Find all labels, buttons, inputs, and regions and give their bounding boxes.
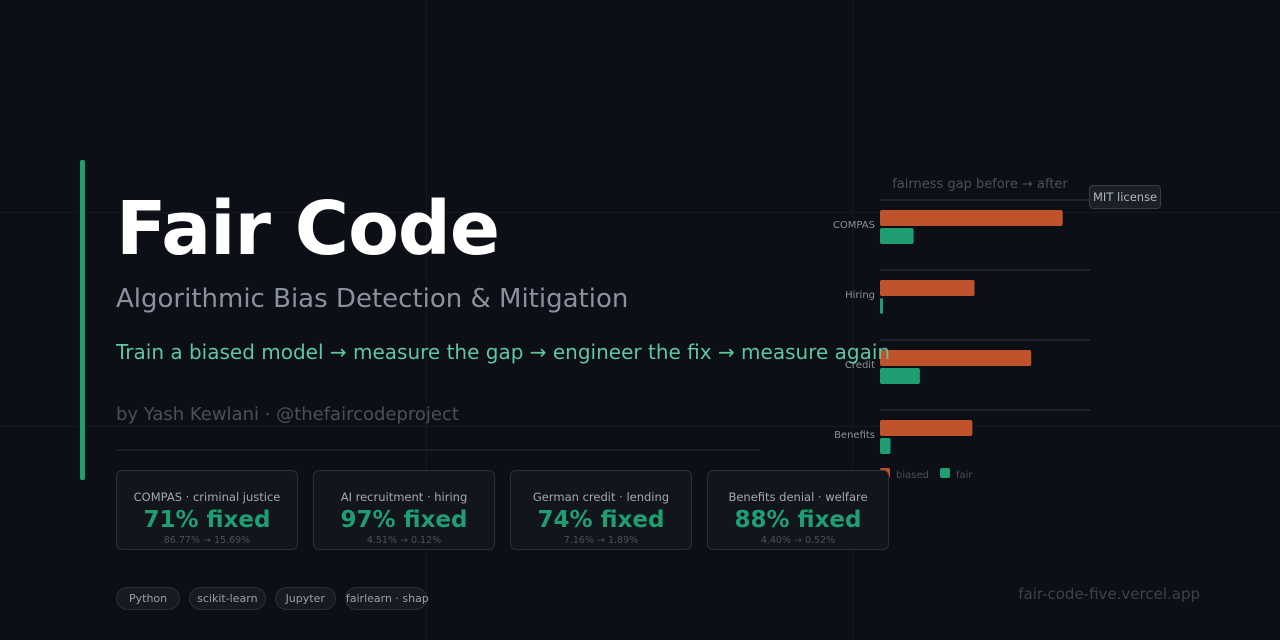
- result-card-compas: COMPAS · criminal justice 71% fixed 86.7…: [116, 470, 298, 550]
- license-badge: MIT license: [1089, 185, 1162, 209]
- card-sub: 7.16% → 1.89%: [563, 535, 639, 546]
- chart-title: fairness gap before → after: [892, 177, 1068, 192]
- tag-fairlearn-shap: fairlearn · shap: [344, 587, 429, 610]
- tech-tags: Python scikit-learn Jupyter fairlearn · …: [116, 587, 429, 610]
- result-cards: COMPAS · criminal justice 71% fixed 86.7…: [116, 470, 889, 550]
- category-label-hiring: Hiring: [845, 290, 875, 301]
- card-label: Benefits denial · welfare: [728, 490, 868, 504]
- bar-biased-benefits: [880, 420, 973, 436]
- card-label: AI recruitment · hiring: [340, 490, 468, 504]
- page-subtitle: Algorithmic Bias Detection & Mitigation: [116, 284, 629, 314]
- bar-fair-compas: [880, 228, 914, 244]
- legend-swatch-fair: [940, 468, 950, 478]
- byline: by Yash Kewlani · @thefaircodeproject: [116, 404, 459, 425]
- grid-line: [0, 426, 1280, 427]
- grid-line: [852, 0, 853, 640]
- card-value: 74% fixed: [537, 507, 665, 533]
- grid-line: [426, 0, 427, 640]
- category-label-benefits: Benefits: [834, 430, 875, 441]
- card-sub: 4.40% → 0.52%: [760, 535, 836, 546]
- bar-biased-hiring: [880, 280, 975, 296]
- bar-fair-hiring: [880, 298, 883, 314]
- result-card-benefits: Benefits denial · welfare 88% fixed 4.40…: [707, 470, 889, 550]
- result-card-hiring: AI recruitment · hiring 97% fixed 4.51% …: [313, 470, 495, 550]
- card-sub: 86.77% → 15.69%: [163, 535, 251, 546]
- card-label: German credit · lending: [532, 490, 670, 504]
- card-value: 88% fixed: [734, 507, 862, 533]
- tag-jupyter: Jupyter: [274, 587, 336, 610]
- result-card-credit: German credit · lending 74% fixed 7.16% …: [510, 470, 692, 550]
- bar-fair-credit: [880, 368, 920, 384]
- card-value: 97% fixed: [340, 507, 468, 533]
- category-label-credit: Credit: [845, 360, 875, 371]
- site-url: fair-code-five.vercel.app: [1018, 585, 1200, 603]
- divider: [116, 449, 760, 451]
- bar-biased-credit: [880, 350, 1032, 366]
- legend-label-biased: biased: [896, 470, 929, 481]
- tag-scikit-learn: scikit-learn: [189, 587, 266, 610]
- card-sub: 4.51% → 0.12%: [366, 535, 442, 546]
- tagline: Train a biased model → measure the gap →…: [116, 340, 891, 364]
- legend-label-fair: fair: [956, 470, 973, 481]
- category-label-compas: COMPAS: [833, 220, 875, 231]
- chart-legend: biased fair: [880, 468, 973, 481]
- card-label: COMPAS · criminal justice: [133, 490, 281, 504]
- grid-line: [0, 212, 1280, 213]
- accent-bar: [80, 160, 85, 480]
- page-title: Fair Code: [116, 186, 500, 272]
- bar-biased-compas: [880, 210, 1063, 226]
- card-value: 71% fixed: [143, 507, 271, 533]
- bar-fair-benefits: [880, 438, 891, 454]
- tag-python: Python: [116, 587, 181, 610]
